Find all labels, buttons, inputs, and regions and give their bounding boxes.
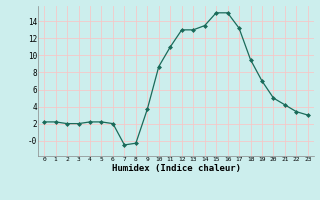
X-axis label: Humidex (Indice chaleur): Humidex (Indice chaleur): [111, 164, 241, 173]
